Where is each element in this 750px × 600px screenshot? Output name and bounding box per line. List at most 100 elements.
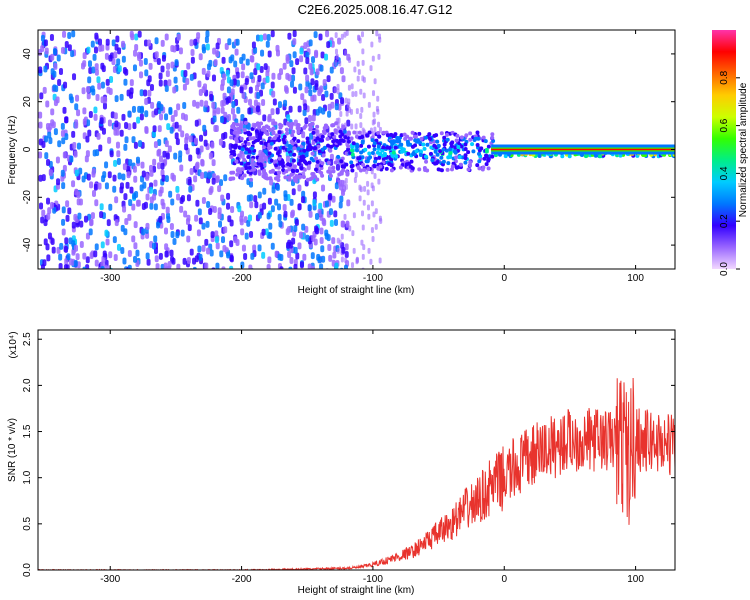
- spectrogram-cell: [135, 156, 140, 164]
- spectrogram-cell: [200, 172, 205, 180]
- spectrogram-cell: [362, 76, 366, 83]
- spectrogram-cell: [160, 162, 165, 170]
- spectrogram-cell: [276, 174, 281, 179]
- spectrogram-cell: [40, 216, 45, 224]
- spectrogram-cell: [372, 111, 376, 118]
- spectrogram-cell: [463, 156, 468, 161]
- spectrogram-cell: [593, 153, 598, 158]
- spectrogram-cell: [47, 232, 52, 240]
- spectrogram-cell: [228, 176, 233, 181]
- spectrogram-cell: [112, 185, 117, 193]
- spectrogram-cell: [372, 147, 377, 152]
- spectrogram-cell: [201, 222, 206, 230]
- spectrogram-cell: [169, 126, 174, 134]
- spectrogram-cell: [236, 106, 241, 114]
- spectrogram-cell: [372, 90, 376, 97]
- spectrogram-cell: [98, 144, 103, 152]
- spectrogram-cell: [237, 205, 242, 213]
- spectrogram-cell: [359, 143, 364, 148]
- spectrogram-cell: [215, 49, 220, 57]
- spectrogram-cell: [235, 168, 240, 173]
- spectrogram-cell: [268, 176, 273, 181]
- spectrogram-cell: [360, 106, 364, 113]
- spectrogram-cell: [324, 158, 329, 163]
- spectrogram-cell: [233, 60, 238, 68]
- spectrogram-cell: [312, 191, 317, 199]
- spectrogram-cell: [299, 55, 304, 63]
- spectrogram-cell: [237, 130, 242, 135]
- spectrogram-cell: [197, 245, 202, 253]
- spectrogram-cell: [170, 256, 175, 264]
- spectrogram-cell: [350, 123, 354, 130]
- spectrogram-cell: [251, 136, 256, 141]
- spectrogram-y-axis-label: Frequency (Hz): [7, 116, 18, 185]
- x-tick-label: 100: [627, 574, 644, 585]
- spectrogram-cell: [149, 196, 154, 204]
- colorbar: 0.0 0.2 0.4 0.6 0.8 Normalized spectral ampl…: [712, 30, 749, 276]
- spectrogram-cell: [257, 158, 262, 163]
- spectrogram-cell: [145, 252, 150, 260]
- spectrogram-cell: [92, 149, 97, 157]
- spectrogram-cell: [457, 155, 462, 160]
- spectrogram-cell: [372, 141, 377, 146]
- spectrogram-cell: [253, 99, 258, 107]
- spectrogram-cell: [328, 192, 333, 200]
- spectrogram-cell: [262, 33, 267, 41]
- spectrogram-cell: [117, 172, 122, 180]
- spectrogram-cell: [333, 160, 338, 165]
- spectrogram-cell: [321, 94, 326, 102]
- spectrogram-cell: [265, 76, 270, 84]
- spectrogram-cell: [291, 188, 296, 196]
- spectrogram-cell: [305, 139, 310, 144]
- spectrogram-cell: [50, 108, 55, 116]
- spectrogram-cell: [93, 46, 98, 54]
- spectrogram-cell: [76, 109, 81, 117]
- spectrogram-cell: [271, 186, 276, 194]
- spectrogram-cell: [450, 167, 455, 172]
- spectrogram-cell: [257, 75, 262, 83]
- spectrogram-cell: [293, 224, 298, 232]
- spectrogram-cell: [289, 257, 294, 265]
- spectrogram-cell: [170, 231, 175, 239]
- spectrogram-cell: [128, 158, 133, 166]
- spectrogram-cell: [442, 135, 447, 140]
- spectrogram-cell: [344, 49, 348, 56]
- spectrogram-cell: [320, 161, 325, 166]
- spectrogram-cell: [296, 139, 301, 144]
- spectrogram-cell: [168, 106, 173, 114]
- spectrogram-cell: [452, 149, 457, 154]
- spectrogram-cell: [373, 159, 378, 164]
- spectrogram-cell: [65, 200, 70, 208]
- spectrogram-cell: [305, 177, 310, 182]
- spectrogram-cell: [338, 134, 343, 139]
- spectrogram-cell: [230, 143, 235, 148]
- spectrogram-cell: [150, 101, 155, 109]
- spectrogram-cell: [334, 32, 338, 39]
- snr-x-axis-label: Height of straight line (km): [298, 585, 415, 596]
- spectrogram-cell: [468, 160, 473, 165]
- spectrogram-cell: [94, 32, 99, 40]
- spectrogram-cell: [102, 250, 107, 258]
- spectrogram-cell: [359, 122, 363, 129]
- spectrogram-cell: [464, 133, 469, 138]
- spectrogram-cell: [209, 185, 214, 193]
- spectrogram-cell: [217, 185, 222, 193]
- spectrogram-cell: [205, 30, 210, 38]
- spectrogram-cell: [391, 150, 396, 155]
- spectrogram-cell: [99, 117, 104, 125]
- spectrogram-cell: [234, 48, 239, 56]
- spectrogram-cell: [370, 138, 375, 143]
- spectrogram-cell: [157, 148, 162, 156]
- spectrogram-cell: [445, 167, 450, 172]
- spectrogram-cell: [52, 47, 57, 55]
- spectrogram-cell: [246, 122, 251, 130]
- spectrogram-cell: [445, 137, 450, 142]
- spectrogram-cell: [289, 139, 294, 144]
- spectrogram-cell: [347, 131, 352, 136]
- spectrogram-cell: [240, 147, 245, 152]
- spectrogram-cell: [174, 59, 179, 67]
- spectrogram-cell: [211, 74, 216, 82]
- spectrogram-cell: [111, 58, 116, 66]
- spectrogram-cell: [250, 158, 255, 163]
- spectrogram-cell: [378, 257, 382, 264]
